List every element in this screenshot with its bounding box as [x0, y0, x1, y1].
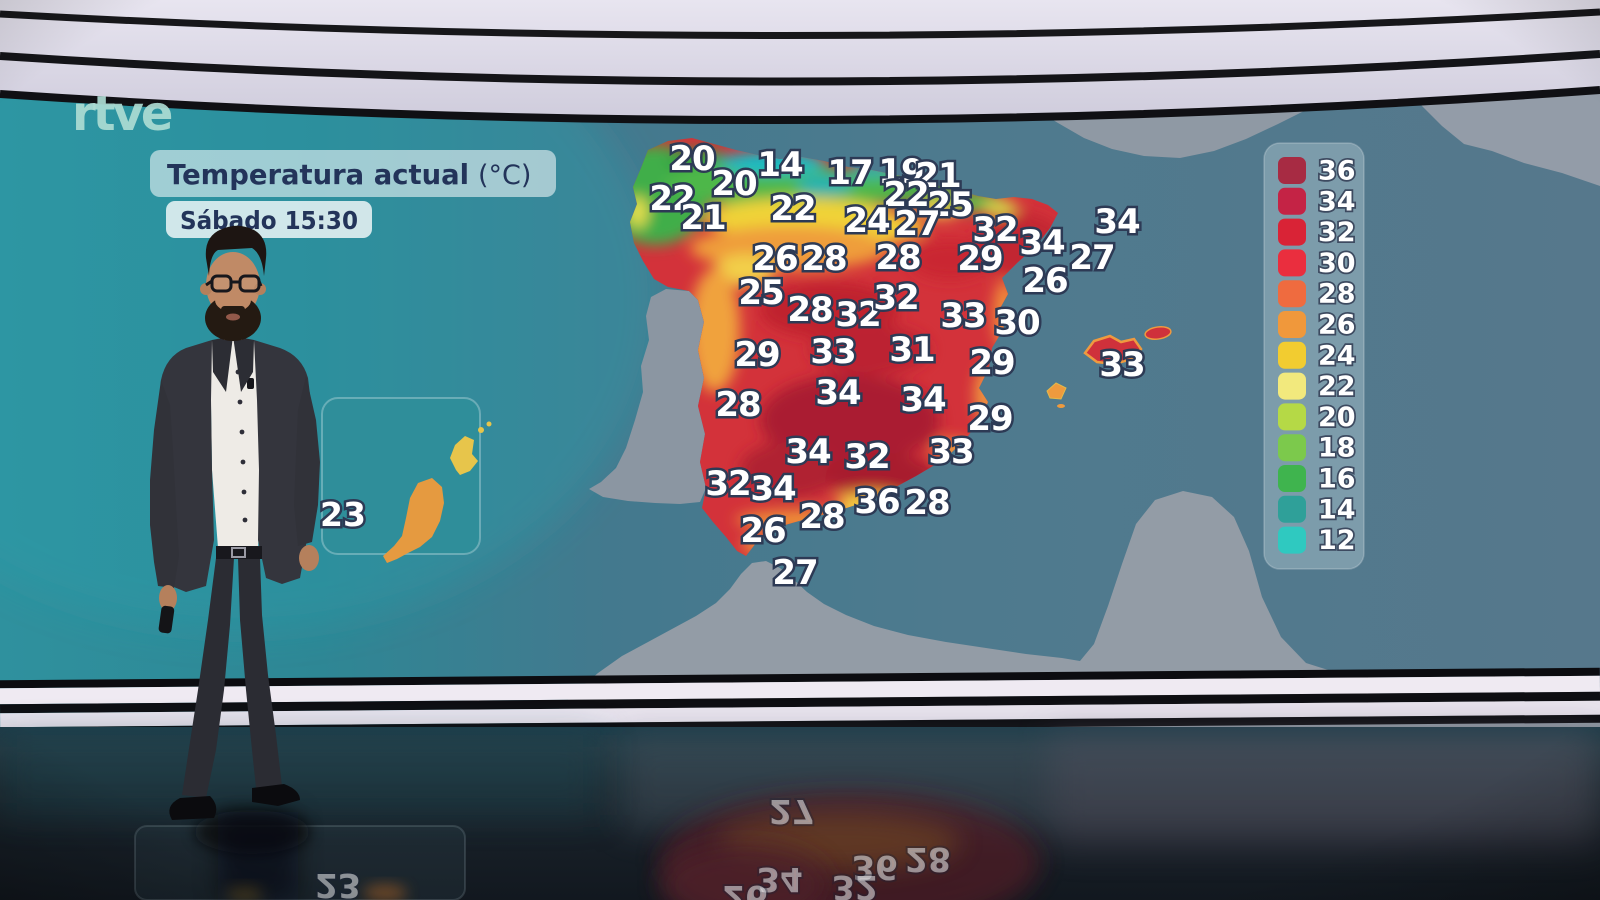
legend-value-30: 30 [1318, 248, 1356, 279]
temp-label: 31 [889, 330, 934, 370]
temp-label: 32 [705, 464, 750, 504]
canary-inset: 23 [318, 397, 492, 563]
legend-swatch-30 [1278, 249, 1306, 277]
temp-label: 36 [854, 482, 899, 522]
presenter-mustache [221, 306, 245, 313]
temp-label: 17 [827, 153, 872, 193]
temp-label: 28 [787, 290, 832, 330]
legend-swatch-20 [1278, 403, 1306, 431]
temp-label: 34 [900, 380, 946, 420]
island-formentera [1057, 404, 1065, 408]
temp-label: 33 [1099, 345, 1144, 385]
legend-value-32: 32 [1318, 217, 1356, 248]
temp-label: 33 [928, 432, 973, 472]
temp-label: 32 [873, 278, 918, 318]
legend-value-36: 36 [1318, 156, 1356, 187]
floor-reflection-label: 32 [832, 868, 878, 900]
floor-reflection-label: 26 [722, 878, 768, 900]
presenter-right-hand [299, 545, 319, 571]
legend-value-24: 24 [1318, 340, 1356, 371]
temp-label: 14 [757, 145, 803, 185]
temp-label: 32 [844, 437, 889, 477]
legend-value-34: 34 [1318, 186, 1356, 217]
temp-label: 27 [772, 553, 817, 593]
temp-label: 34 [785, 432, 831, 472]
temp-label: 26 [1022, 261, 1067, 301]
legend-value-20: 20 [1318, 402, 1356, 433]
legend-swatch-16 [1278, 465, 1306, 492]
temp-label: 34 [1019, 223, 1065, 263]
temp-label: 33 [810, 332, 855, 372]
temp-label: 29 [967, 399, 1012, 439]
legend-swatch-22 [1278, 372, 1306, 400]
legend-swatch-24 [1278, 341, 1306, 369]
legend-value-22: 22 [1318, 371, 1356, 402]
temp-label: 33 [940, 296, 985, 336]
temp-label: 20 [669, 139, 715, 179]
temp-label: 29 [957, 239, 1002, 279]
legend-swatch-34 [1278, 187, 1306, 215]
legend-swatch-36 [1278, 157, 1306, 184]
temp-label: 29 [969, 343, 1014, 383]
legend-swatch-14 [1278, 495, 1306, 523]
floor-reflection-sea [0, 735, 600, 815]
temp-label: 28 [801, 239, 846, 279]
floor-reflection-label: 27 [769, 792, 815, 831]
legend-value-26: 26 [1318, 310, 1356, 341]
title-units: (°C) [478, 160, 531, 191]
title-text: Temperatura actual [167, 158, 469, 191]
temp-label: 24 [844, 201, 890, 241]
temp-label: 25 [738, 273, 783, 313]
legend-swatch-28 [1278, 280, 1306, 308]
temp-label: 28 [799, 497, 844, 537]
temp-label: 34 [815, 373, 861, 413]
temp-label: 28 [904, 483, 949, 523]
temp-label: 26 [740, 511, 785, 551]
legend-swatch-32 [1278, 218, 1306, 246]
presenter-reflection-body [218, 812, 298, 900]
temp-label: 22 [770, 189, 815, 229]
temp-label: 34 [1094, 202, 1140, 242]
canary-temp-label: 23 [320, 495, 366, 534]
legend-swatch-12 [1278, 526, 1306, 554]
temp-label: 34 [750, 469, 796, 509]
legend-value-16: 16 [1318, 464, 1356, 495]
legend-value-12: 12 [1318, 525, 1356, 556]
presenter-mouth [226, 313, 240, 321]
legend-swatch-18 [1278, 434, 1306, 462]
temp-label: 28 [715, 385, 760, 425]
temp-label: 21 [680, 198, 725, 238]
legend-value-18: 18 [1318, 433, 1356, 464]
subtitle-text: Sábado 15:30 [180, 206, 358, 235]
floor-reflection-label: 28 [905, 840, 951, 879]
temp-label: 29 [734, 335, 779, 375]
legend-value-28: 28 [1318, 279, 1356, 310]
legend-value-14: 14 [1318, 494, 1356, 525]
ceiling-band [0, 0, 1600, 125]
temp-label: 28 [875, 238, 920, 278]
floor-reflection-label: 23 [315, 866, 361, 900]
temp-label: 27 [1069, 238, 1114, 278]
rtve-logo: rtve [72, 86, 172, 142]
temp-label: 30 [994, 303, 1040, 343]
floor-reflection-sheen [1050, 730, 1600, 850]
legend-swatch-26 [1278, 311, 1306, 338]
